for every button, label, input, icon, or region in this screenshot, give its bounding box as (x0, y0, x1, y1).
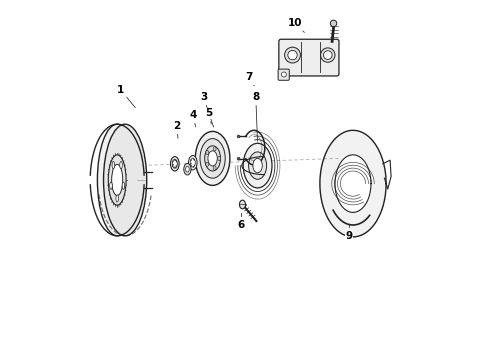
Ellipse shape (103, 124, 147, 236)
Text: 4: 4 (189, 110, 196, 127)
Circle shape (320, 48, 335, 62)
Ellipse shape (253, 158, 262, 173)
Ellipse shape (196, 131, 230, 185)
Ellipse shape (200, 139, 225, 178)
Text: 10: 10 (288, 18, 304, 32)
Ellipse shape (184, 163, 191, 175)
Ellipse shape (237, 157, 240, 160)
FancyBboxPatch shape (278, 69, 289, 80)
Ellipse shape (108, 155, 126, 205)
Circle shape (285, 47, 300, 63)
Ellipse shape (213, 147, 216, 151)
Circle shape (330, 20, 337, 27)
Text: 1: 1 (117, 85, 135, 108)
Circle shape (288, 50, 297, 60)
Ellipse shape (112, 162, 115, 169)
Ellipse shape (120, 162, 122, 169)
Ellipse shape (110, 182, 112, 189)
Circle shape (323, 51, 332, 59)
Text: 9: 9 (346, 224, 353, 241)
Ellipse shape (190, 158, 196, 167)
Text: 7: 7 (245, 72, 254, 86)
Ellipse shape (116, 195, 119, 202)
Text: 3: 3 (200, 92, 214, 127)
Ellipse shape (237, 135, 240, 138)
Circle shape (281, 72, 286, 77)
Ellipse shape (208, 151, 217, 166)
FancyBboxPatch shape (279, 39, 339, 76)
Ellipse shape (171, 157, 179, 171)
Ellipse shape (248, 152, 267, 179)
Text: 6: 6 (238, 213, 245, 230)
Text: 8: 8 (252, 92, 259, 141)
Ellipse shape (112, 165, 122, 195)
Ellipse shape (206, 150, 209, 155)
Ellipse shape (218, 156, 220, 161)
Ellipse shape (213, 166, 216, 170)
Text: 5: 5 (205, 108, 213, 124)
Ellipse shape (206, 162, 209, 166)
Ellipse shape (122, 182, 124, 189)
Ellipse shape (205, 146, 220, 171)
Ellipse shape (98, 124, 137, 236)
Polygon shape (320, 130, 386, 237)
Polygon shape (335, 155, 371, 212)
Ellipse shape (186, 166, 189, 172)
Ellipse shape (240, 200, 245, 209)
Text: 2: 2 (173, 121, 180, 138)
Ellipse shape (243, 143, 272, 188)
Ellipse shape (189, 156, 197, 170)
Ellipse shape (172, 159, 177, 168)
